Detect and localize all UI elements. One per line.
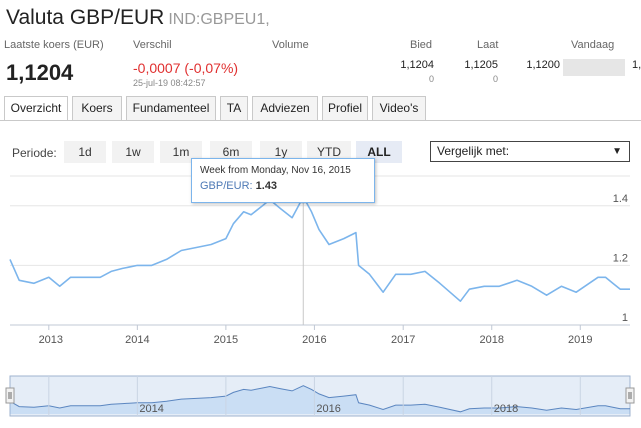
ask-size: 0 xyxy=(492,74,498,84)
x-tick-label: 2019 xyxy=(568,334,592,346)
y-tick-label: 1.4 xyxy=(613,193,628,205)
x-tick-label: 2017 xyxy=(391,334,415,346)
today-range-bar xyxy=(563,59,625,76)
tab-fundamenteel[interactable]: Fundamenteel xyxy=(126,96,216,120)
last-price-label: Laatste koers (EUR) xyxy=(4,39,104,51)
x-tick-label: 2013 xyxy=(39,334,63,346)
tooltip-value-row: GBP/EUR: 1.43 xyxy=(200,180,366,192)
dropdown-arrow-icon: ▼ xyxy=(612,146,622,157)
instrument-code: IND:GBPEU1, xyxy=(168,11,270,28)
period-ytd-button[interactable]: YTD xyxy=(307,141,351,163)
tooltip-value: 1.43 xyxy=(255,180,278,192)
bid-value: 1,1204 xyxy=(400,59,434,71)
compare-select[interactable]: Vergelijk met: ▼ xyxy=(430,141,630,162)
ask-label: Laat xyxy=(477,39,499,51)
navigator-line xyxy=(9,385,630,413)
bid-label: Bied xyxy=(410,39,433,51)
quote-timestamp: 25-jul-19 08:42:57 xyxy=(133,78,206,88)
period-1y-button[interactable]: 1y xyxy=(260,141,302,163)
navigator[interactable]: 2014 2016 2018 xyxy=(0,372,641,422)
page-title: Valuta GBP/EUR IND:GBPEU1, xyxy=(6,6,270,30)
x-tick-label: 2015 xyxy=(214,334,238,346)
compare-label: Vergelijk met: xyxy=(437,144,510,158)
volume-label: Volume xyxy=(272,39,309,51)
tooltip-title: Week from Monday, Nov 16, 2015 xyxy=(200,165,351,176)
chart-tooltip: Week from Monday, Nov 16, 2015 GBP/EUR: … xyxy=(191,158,375,203)
tab-ta[interactable]: TA xyxy=(220,96,248,120)
period-label: Periode: xyxy=(12,146,57,160)
change-label: Verschil xyxy=(133,39,172,51)
tab-videos[interactable]: Video's xyxy=(372,96,426,120)
navigator-right-handle[interactable] xyxy=(625,387,635,404)
x-tick-label: 2016 xyxy=(302,334,326,346)
today-label: Vandaag xyxy=(571,39,615,51)
period-all-button[interactable]: ALL xyxy=(356,141,402,163)
y-tick-label: 1 xyxy=(622,312,628,324)
navigator-axis: 2014 2016 2018 xyxy=(48,376,581,416)
navigator-tick-label: 2016 xyxy=(316,403,340,415)
tab-adviezen[interactable]: Adviezen xyxy=(252,96,318,120)
period-6m-button[interactable]: 6m xyxy=(210,141,252,163)
tab-profiel[interactable]: Profiel xyxy=(322,96,368,120)
navigator-area xyxy=(10,385,630,414)
tab-koers[interactable]: Koers xyxy=(72,96,122,120)
chart-axes: 1 1.2 1.4 2013 2014 2015 2016 2017 2018 2019 xyxy=(10,193,630,346)
navigator-left-handle[interactable] xyxy=(5,387,15,404)
today-high-value: 1, xyxy=(632,59,641,71)
today-low-value: 1,1200 xyxy=(526,59,560,71)
navigator-tick-label: 2018 xyxy=(494,403,518,415)
navigator-selection[interactable] xyxy=(9,375,631,417)
navigator-tick-label: 2014 xyxy=(139,403,163,415)
tab-overzicht[interactable]: Overzicht xyxy=(4,96,68,121)
price-change: -0,0007 (-0,07%) xyxy=(133,60,238,76)
change-value: -0,0007 xyxy=(133,60,181,76)
bid-size: 0 xyxy=(428,74,434,84)
x-tick-label: 2014 xyxy=(125,334,149,346)
period-1w-button[interactable]: 1w xyxy=(112,141,154,163)
tab-divider xyxy=(0,120,641,121)
last-price: 1,1204 xyxy=(6,60,74,85)
ask-value: 1,1205 xyxy=(464,59,498,71)
navigator-series xyxy=(9,385,630,414)
period-1d-button[interactable]: 1d xyxy=(64,141,106,163)
period-1m-button[interactable]: 1m xyxy=(160,141,202,163)
chart-series xyxy=(9,189,630,302)
series-line-gbp-eur xyxy=(9,196,630,302)
x-tick-label: 2018 xyxy=(479,334,503,346)
y-tick-label: 1.2 xyxy=(613,252,628,264)
change-percent: (-0,07%) xyxy=(184,60,239,76)
title-text: Valuta GBP/EUR xyxy=(6,6,165,29)
tooltip-series-label: GBP/EUR: xyxy=(200,180,253,192)
